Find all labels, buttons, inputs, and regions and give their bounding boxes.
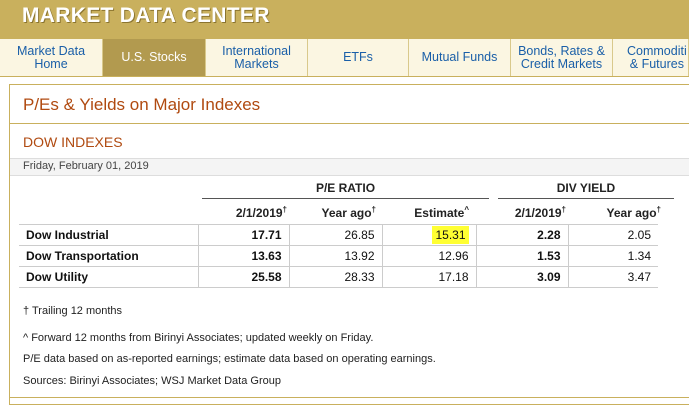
banner-title: MARKET DATA CENTER [22,4,270,27]
page-title: P/Es & Yields on Major Indexes [23,95,261,114]
footnote-basis: P/E data based on as-reported earnings; … [23,353,436,365]
row-name: Dow Utility [19,266,199,288]
pe-year-ago-value: 13.92 [289,245,383,267]
dow-indexes-table: Dow Industrial 17.71 26.85 15.31 2.28 2.… [19,224,658,288]
column-header-pe-current: 2/1/2019† [235,205,287,220]
bottom-divider [10,397,689,398]
column-header-div-current: 2/1/2019† [514,205,566,220]
div-year-ago-value: 1.34 [568,245,658,267]
div-current-value: 3.09 [476,266,569,288]
row-name: Dow Transportation [19,245,199,267]
highlighted-estimate: 15.31 [432,226,469,244]
footnote-trailing: † Trailing 12 months [23,305,123,317]
tab-mutual-funds[interactable]: Mutual Funds [409,39,511,76]
table-row: Dow Utility 25.58 28.33 17.18 3.09 3.47 [19,266,658,288]
div-year-ago-value: 2.05 [568,224,658,246]
market-data-center-banner: MARKET DATA CENTER [0,0,689,40]
pe-current-value: 17.71 [198,224,290,246]
row-name: Dow Industrial [19,224,199,246]
div-current-value: 1.53 [476,245,569,267]
pe-year-ago-value: 28.33 [289,266,383,288]
table-row: Dow Industrial 17.71 26.85 15.31 2.28 2.… [19,224,658,246]
div-current-value: 2.28 [476,224,569,246]
tab-bonds-rates-credit[interactable]: Bonds, Rates & Credit Markets [511,39,613,76]
column-header-div-year-ago: Year ago† [606,205,661,220]
pe-year-ago-value: 26.85 [289,224,383,246]
tab-commodities-futures[interactable]: Commoditi & Futures [613,39,689,76]
table-row: Dow Transportation 13.63 13.92 12.96 1.5… [19,245,658,267]
column-header-pe-estimate: Estimate^ [414,205,469,220]
group-header-pe-ratio: P/E RATIO [202,181,489,199]
footnote-sources: Sources: Birinyi Associates; WSJ Market … [23,375,281,387]
pe-estimate-value: 15.31 [382,224,477,246]
title-divider [10,123,689,124]
div-year-ago-value: 3.47 [568,266,658,288]
nav-tabs: Market Data Home U.S. Stocks Internation… [0,39,689,77]
pe-current-value: 25.58 [198,266,290,288]
tab-us-stocks[interactable]: U.S. Stocks [103,39,206,76]
as-of-date: Friday, February 01, 2019 [23,160,149,172]
group-header-div-yield: DIV YIELD [498,181,674,199]
tab-etfs[interactable]: ETFs [308,39,409,76]
tab-international-markets[interactable]: International Markets [206,39,308,76]
pe-current-value: 13.63 [198,245,290,267]
pe-estimate-value: 17.18 [382,266,477,288]
column-header-pe-year-ago: Year ago† [321,205,376,220]
date-bar: Friday, February 01, 2019 [10,158,689,176]
pe-yields-panel: P/Es & Yields on Major Indexes DOW INDEX… [9,84,689,405]
pe-estimate-value: 12.96 [382,245,477,267]
section-title: DOW INDEXES [23,134,123,150]
footnote-forward: ^ Forward 12 months from Birinyi Associa… [23,332,374,344]
tab-market-data-home[interactable]: Market Data Home [0,39,103,76]
